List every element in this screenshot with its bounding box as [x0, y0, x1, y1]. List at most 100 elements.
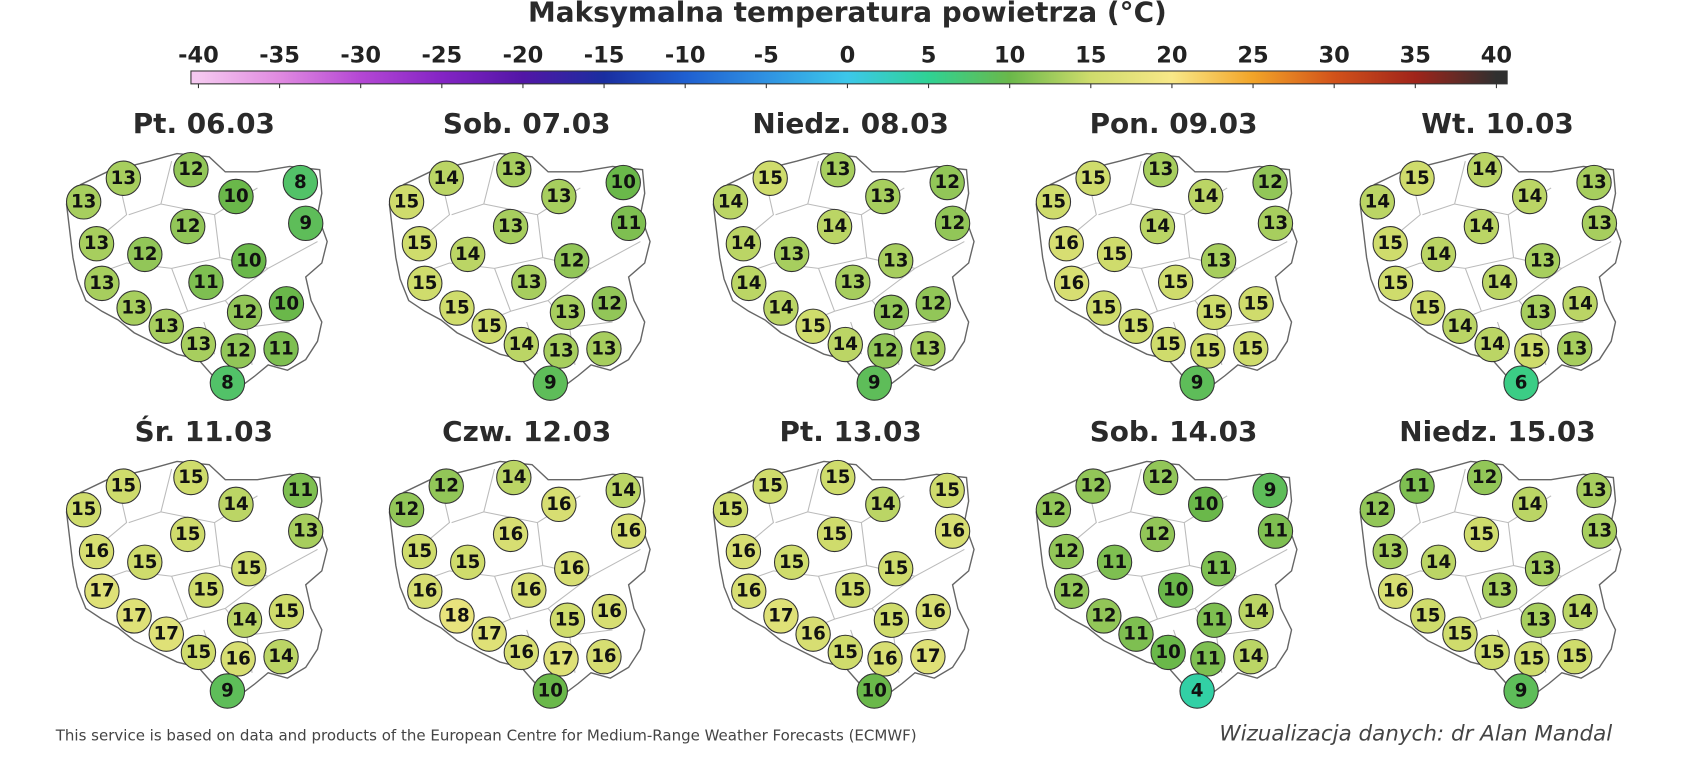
colorbar-tick-label: 15 — [1075, 42, 1106, 68]
temp-label: 10 — [1155, 642, 1180, 663]
temp-circle — [1463, 208, 1500, 245]
temp-label: 14 — [768, 298, 793, 319]
temp-label: 14 — [434, 168, 459, 189]
temp-circle — [449, 544, 486, 580]
temp-label: 17 — [89, 581, 114, 602]
temp-circle — [1035, 184, 1072, 220]
temp-label: 15 — [407, 233, 432, 254]
temp-circle — [1096, 544, 1133, 580]
temp-circle — [492, 208, 529, 245]
temp-label: 13 — [293, 521, 318, 542]
temp-label: 16 — [1054, 233, 1079, 254]
temp-circle — [1466, 459, 1503, 496]
map-panel: Śr. 11.03 15 15 11 15 14 13 15 16 15 15 17 15 17 14 15 1… — [65, 414, 328, 709]
temp-label: 14 — [736, 273, 761, 294]
temp-label: 16 — [591, 646, 616, 667]
temp-label: 11 — [1195, 648, 1220, 669]
temp-circle — [712, 492, 749, 528]
temp-circle — [1372, 225, 1408, 262]
temp-label: 10 — [862, 681, 887, 702]
temp-label: 15 — [71, 499, 96, 520]
temp-circle — [492, 516, 529, 553]
temp-label: 14 — [455, 244, 480, 265]
temp-circle — [1557, 638, 1593, 675]
temp-label: 14 — [1479, 334, 1504, 355]
temp-label: 10 — [538, 681, 563, 702]
temp-circle — [816, 208, 853, 245]
temp-label: 15 — [1562, 646, 1587, 667]
temp-circle — [1576, 472, 1612, 509]
temp-label: 16 — [84, 541, 109, 562]
colorbar-tick-label: -30 — [340, 42, 381, 68]
temp-label: 15 — [758, 168, 783, 189]
temp-label: 11 — [616, 213, 641, 234]
temp-circle — [173, 459, 209, 496]
temp-circle — [1252, 164, 1288, 201]
temp-label: 15 — [1415, 605, 1440, 626]
temp-label: 15 — [1519, 648, 1544, 669]
temp-circle — [1139, 208, 1176, 245]
temp-circle — [1557, 331, 1593, 367]
temp-circle — [543, 333, 579, 369]
temp-label: 13 — [89, 273, 114, 294]
colorbar-tick-label: 40 — [1481, 42, 1512, 68]
temp-label: 16 — [800, 624, 825, 645]
temp-circle — [1474, 326, 1510, 363]
temp-label: 17 — [121, 605, 146, 626]
temp-label: 14 — [1567, 293, 1592, 314]
temp-label: 10 — [611, 172, 636, 193]
temp-label: 14 — [1517, 186, 1542, 207]
temp-label: 13 — [154, 316, 179, 337]
temp-label: 12 — [879, 302, 904, 323]
temp-label: 16 — [597, 601, 622, 622]
temp-label: 13 — [1526, 610, 1551, 631]
map-label: Wt. 10.03 — [1421, 107, 1574, 140]
temp-circle — [407, 573, 443, 609]
temp-circle — [401, 533, 438, 570]
temp-circle — [1053, 573, 1090, 609]
temp-label: 16 — [731, 541, 756, 562]
temp-label: 8 — [294, 172, 307, 193]
temp-label: 14 — [1487, 272, 1512, 293]
temp-label: 16 — [872, 648, 897, 669]
temp-label: 15 — [1378, 233, 1403, 254]
temp-label: 12 — [559, 250, 584, 271]
temp-circle — [148, 308, 184, 344]
temp-label: 11 — [1206, 558, 1231, 579]
temp-circle — [586, 638, 622, 675]
temp-circle — [105, 160, 142, 196]
temp-label: 15 — [1383, 273, 1408, 294]
temp-circle — [127, 544, 163, 580]
temp-circle — [188, 572, 224, 608]
temp-label: 15 — [822, 524, 847, 545]
temp-circle — [116, 598, 152, 634]
temp-circle — [1410, 598, 1446, 634]
colorbar-tick-label: 0 — [840, 42, 856, 68]
temp-label: 4 — [1191, 681, 1204, 702]
temp-circle — [407, 265, 443, 302]
temp-circle — [1503, 365, 1539, 401]
temp-circle — [1581, 205, 1618, 242]
temp-label: 14 — [1238, 646, 1263, 667]
temp-circle — [428, 160, 464, 196]
temp-label: 15 — [833, 642, 858, 663]
temp-circle — [816, 516, 853, 553]
temp-circle — [288, 513, 324, 549]
temp-circle — [610, 205, 647, 242]
temp-circle — [226, 294, 263, 331]
temp-label: 15 — [175, 524, 200, 545]
temp-label: 15 — [1202, 302, 1227, 323]
temp-label: 12 — [935, 172, 960, 193]
temp-label: 13 — [870, 186, 895, 207]
temp-label: 12 — [1365, 499, 1390, 520]
temp-label: 12 — [394, 499, 419, 520]
temp-label: 15 — [555, 610, 580, 631]
temp-circle — [1150, 634, 1186, 671]
temp-circle — [1442, 616, 1478, 652]
temp-label: 17 — [154, 624, 179, 645]
temp-circle — [1048, 225, 1084, 262]
temp-circle — [401, 225, 438, 262]
temp-label: 11 — [1202, 610, 1227, 631]
temp-label: 12 — [1148, 467, 1173, 488]
temp-label: 13 — [1581, 480, 1606, 501]
